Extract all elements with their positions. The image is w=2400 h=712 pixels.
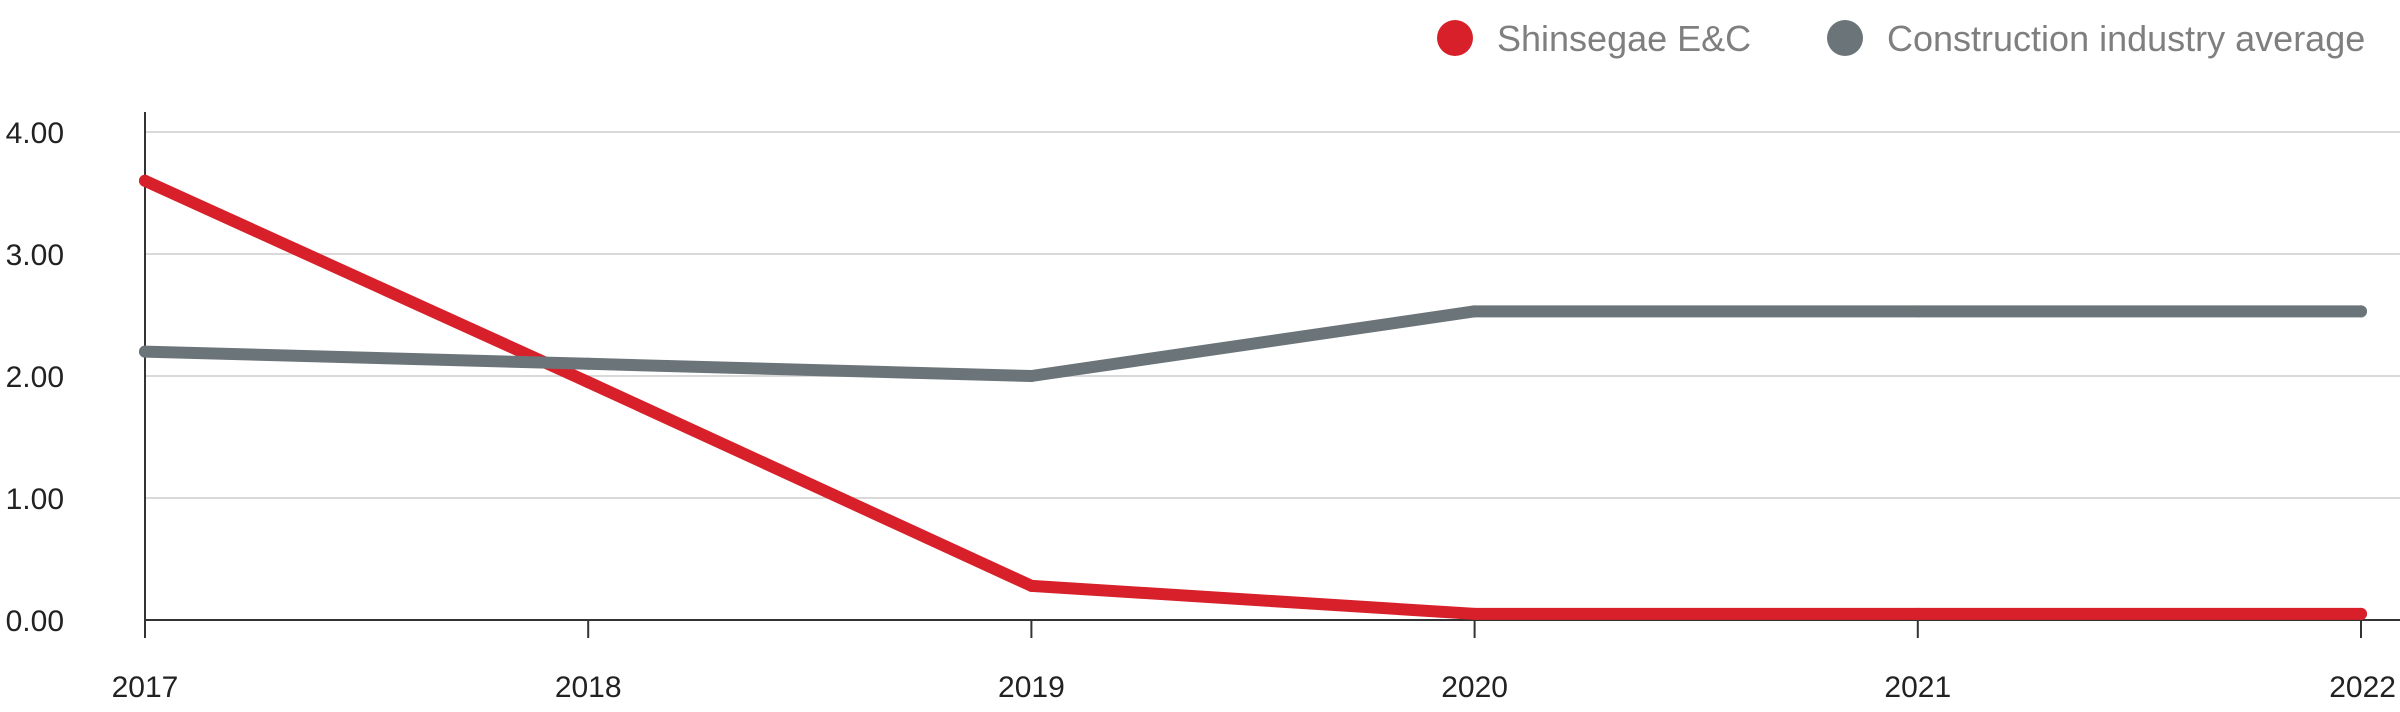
legend-label: Shinsegae E&C (1497, 18, 1751, 59)
data-point (1025, 579, 1038, 592)
data-point (139, 345, 151, 358)
legend-swatch-icon (1827, 20, 1863, 56)
data-point (2355, 607, 2367, 620)
y-tick-label: 1.00 (6, 483, 64, 516)
data-point (1911, 305, 1924, 318)
axis-layer: 0.00 1.00 2.00 3.00 4.00 2017 2018 2019 2020 2021… (6, 112, 2400, 704)
y-tick-label: 0.00 (6, 605, 64, 638)
x-tick-label: 2021 (1884, 671, 1951, 704)
y-tick-label: 3.00 (6, 239, 64, 272)
x-tick-label: 2019 (998, 671, 1065, 704)
y-tick-label: 4.00 (6, 117, 64, 150)
legend-label: Construction industry average (1887, 18, 2365, 59)
grid-layer (145, 131, 2400, 499)
data-point (582, 357, 595, 370)
x-tick-label: 2018 (555, 671, 622, 704)
data-point (1911, 607, 1924, 620)
legend: Shinsegae E&C Construction industry avera… (1437, 18, 2365, 59)
y-tick-label: 2.00 (6, 361, 64, 394)
x-tick-label: 2020 (1441, 671, 1508, 704)
legend-swatch-icon (1437, 20, 1473, 56)
data-point (1025, 370, 1038, 382)
data-point (2355, 305, 2367, 318)
data-point (1468, 305, 1481, 318)
data-point (139, 174, 151, 187)
data-point (1468, 607, 1481, 620)
data-point (582, 376, 595, 389)
x-tick-label: 2022 (2329, 671, 2396, 704)
series-line-industry-average (139, 305, 2367, 382)
x-tick-label: 2017 (112, 671, 179, 704)
series-line-shinsegae-ec (139, 174, 2367, 620)
series-layer (139, 174, 2367, 620)
